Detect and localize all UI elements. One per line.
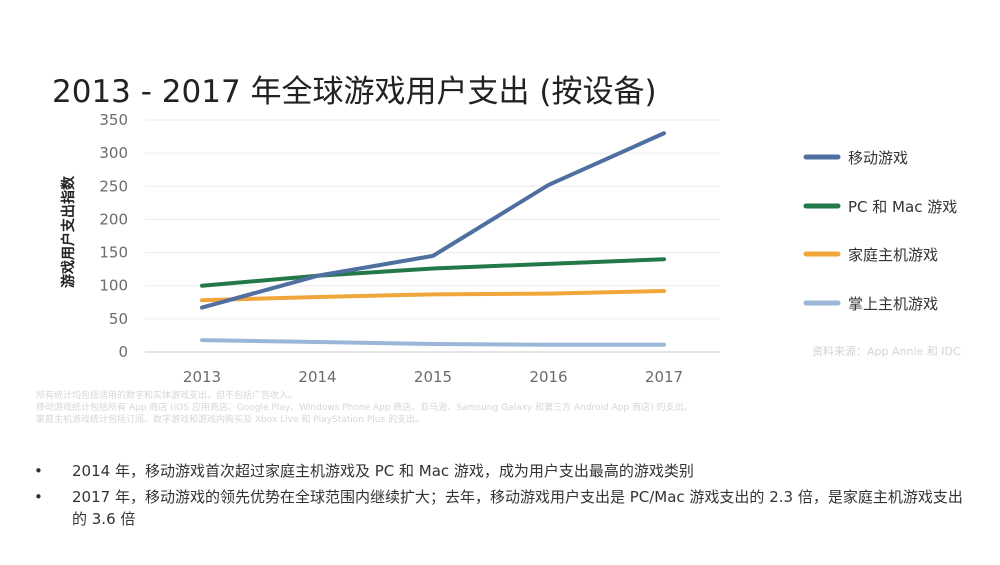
y-tick-label: 0: [118, 343, 128, 361]
legend-label: 掌上主机游戏: [848, 295, 938, 313]
y-tick-label: 350: [99, 111, 128, 129]
bullet-item: • 2017 年，移动游戏的领先优势在全球范围内继续扩大；去年，移动游戏用户支出…: [30, 486, 972, 530]
y-tick-label: 200: [99, 210, 128, 228]
chart-series: [200, 131, 666, 347]
bullet-text: 2017 年，移动游戏的领先优势在全球范围内继续扩大；去年，移动游戏用户支出是 …: [72, 488, 963, 528]
y-axis-ticks: 0 50 100 150 200 250 300 350: [99, 111, 128, 361]
series-line: [200, 131, 666, 310]
bullet-marker: •: [34, 462, 43, 480]
legend-label: 移动游戏: [848, 149, 908, 167]
y-tick-label: 300: [99, 144, 128, 162]
bullet-list: • 2014 年，移动游戏首次超过家庭主机游戏及 PC 和 Mac 游戏，成为用…: [30, 460, 972, 534]
y-axis-label: 游戏用户支出指数: [60, 175, 77, 288]
x-tick-label: 2017: [645, 368, 683, 386]
bullet-text: 2014 年，移动游戏首次超过家庭主机游戏及 PC 和 Mac 游戏，成为用户支…: [72, 462, 694, 480]
bullet-marker: •: [34, 488, 43, 506]
footnote: 所有统计均包括适用的数字和实体游戏支出，但不包括广告收入。: [36, 391, 298, 401]
bullet-item: • 2014 年，移动游戏首次超过家庭主机游戏及 PC 和 Mac 游戏，成为用…: [30, 460, 972, 482]
x-tick-label: 2014: [298, 368, 336, 386]
y-tick-label: 250: [99, 177, 128, 195]
footnote: 移动游戏统计包括所有 App 商店 (iOS 应用商店、Google Play、…: [36, 403, 693, 413]
footnotes: 所有统计均包括适用的数字和实体游戏支出，但不包括广告收入。 移动游戏统计包括所有…: [36, 390, 692, 426]
series-line: [200, 257, 666, 288]
series-line: [200, 289, 666, 303]
chart-title: 2013 - 2017 年全球游戏用户支出 (按设备): [52, 74, 657, 110]
y-tick-label: 100: [99, 277, 128, 295]
x-axis-ticks: 2013 2014 2015 2016 2017: [183, 368, 683, 386]
chart-grid: [145, 119, 720, 353]
x-tick-label: 2015: [414, 368, 452, 386]
legend-label: 家庭主机游戏: [848, 246, 938, 264]
series-line: [200, 338, 666, 347]
x-tick-label: 2013: [183, 368, 221, 386]
footnote: 家庭主机游戏统计包括订阅、数字游戏和游戏内购买及 Xbox Live 和 Pla…: [36, 415, 425, 425]
x-tick-label: 2016: [529, 368, 567, 386]
y-tick-label: 50: [109, 310, 128, 328]
y-tick-label: 150: [99, 244, 128, 262]
legend-label: PC 和 Mac 游戏: [848, 198, 957, 216]
chart-source: 资料来源：App Annie 和 IDC: [812, 344, 961, 358]
